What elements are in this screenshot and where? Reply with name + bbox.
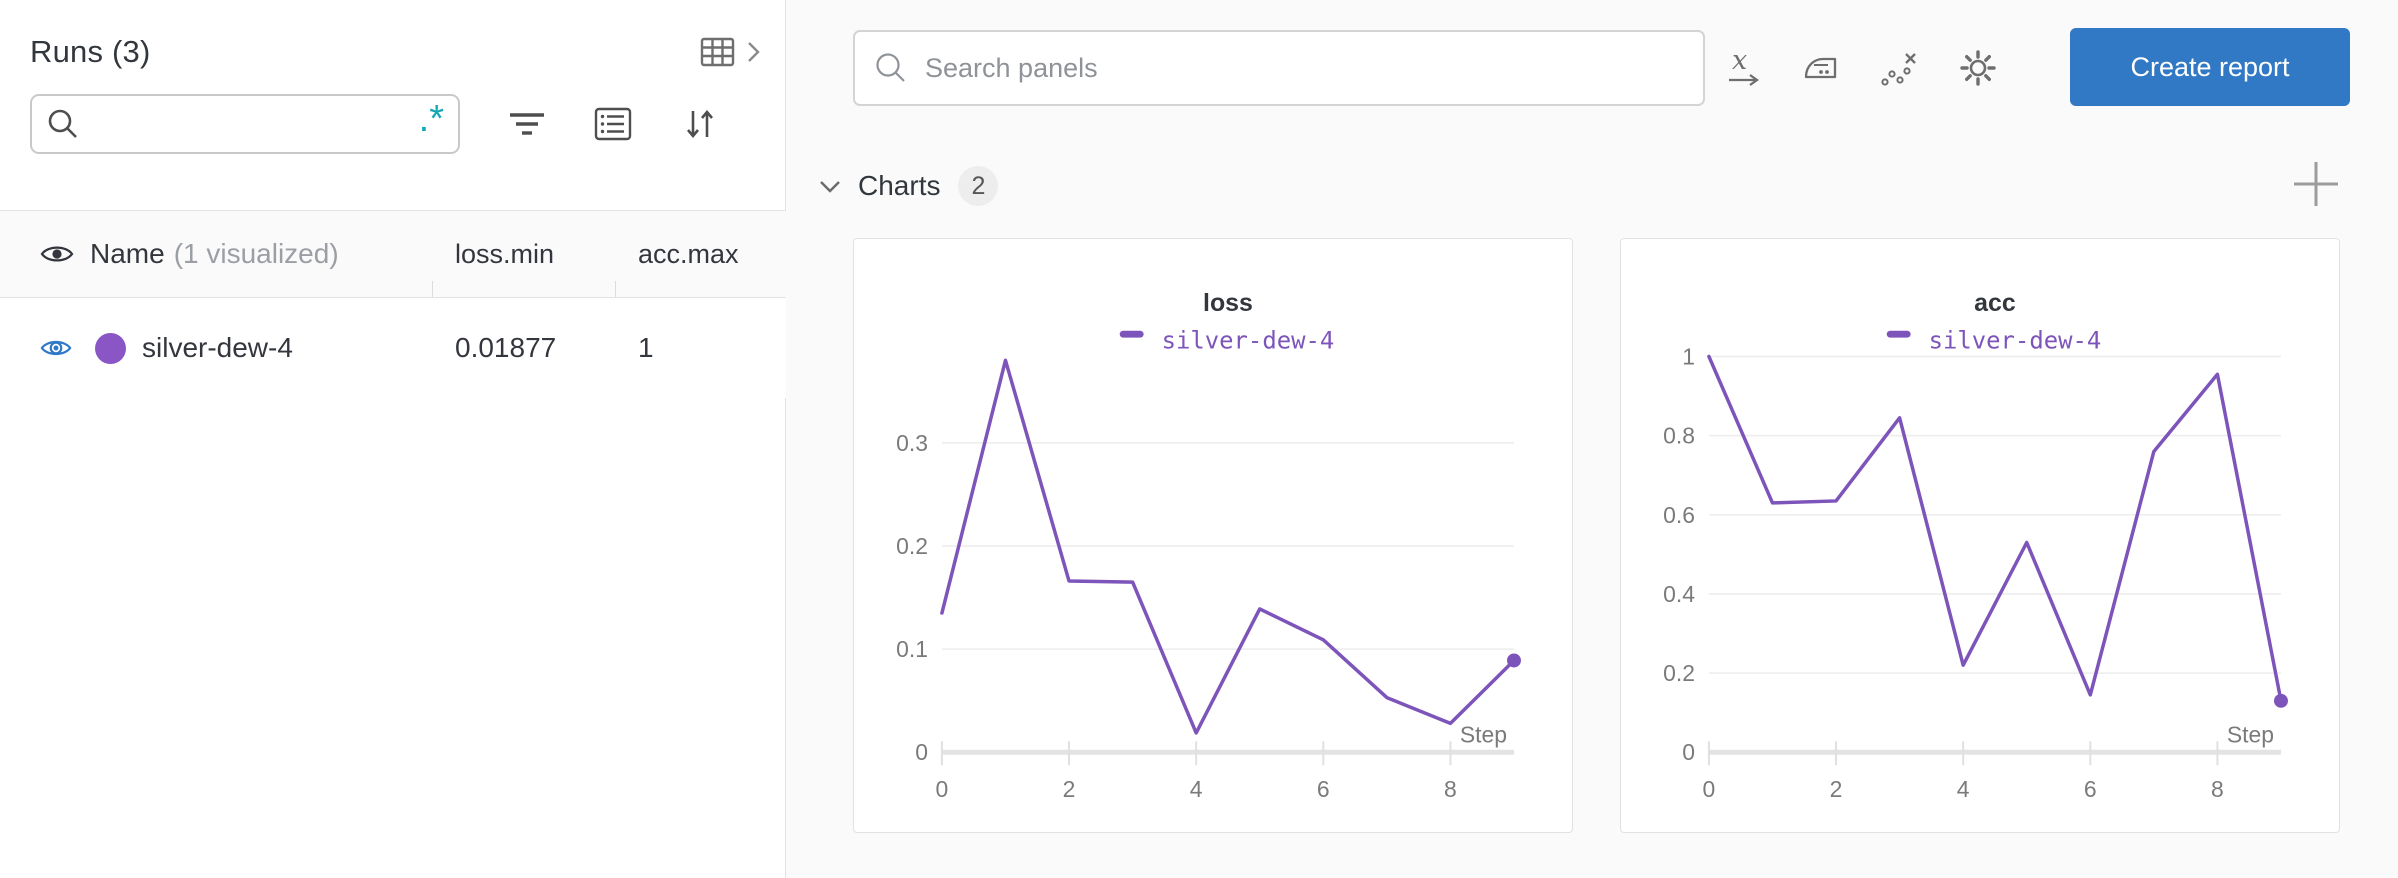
- settings-gear-icon[interactable]: [1956, 46, 2000, 90]
- column-divider: [615, 281, 616, 297]
- chart-canvas-loss: loss silver-dew-4 0 0.1 0.2 0.3 0 2 4 6 8 Step: [896, 289, 1521, 802]
- eye-visible-icon[interactable]: [40, 336, 72, 360]
- name-column-header[interactable]: Name: [90, 238, 165, 269]
- charts-section-label[interactable]: Charts: [858, 170, 941, 201]
- table-view-icon[interactable]: [699, 32, 743, 72]
- y-tick-label: 0.3: [896, 430, 928, 456]
- chevron-down-icon[interactable]: [818, 174, 842, 198]
- runs-table-header: Name (1 visualized) loss.min acc.max: [0, 210, 786, 298]
- legend-dash-icon: [1886, 330, 1911, 338]
- filter-icon[interactable]: [508, 107, 546, 141]
- chart-canvas-acc: acc silver-dew-4 0 0.2 0.4 0.6 0.8 1 0 2 4 6 8 Step: [1663, 289, 2288, 802]
- chart-title: loss: [1203, 289, 1253, 317]
- svg-text:x: x: [1732, 46, 1747, 76]
- x-tick-label: 6: [2084, 776, 2097, 802]
- runs-search-row: .*: [0, 72, 785, 154]
- series-end-marker: [1507, 653, 1521, 668]
- y-tick-label: 0: [915, 739, 928, 765]
- list-view-icon[interactable]: [594, 106, 632, 142]
- eye-icon[interactable]: [40, 242, 74, 266]
- runs-table-body: silver-dew-4 0.01877 1: [0, 298, 786, 398]
- runs-search-input[interactable]: [80, 107, 419, 141]
- regex-toggle-icon[interactable]: .*: [418, 98, 444, 140]
- search-icon: [876, 53, 905, 82]
- run-name[interactable]: silver-dew-4: [142, 332, 293, 363]
- run-acc-max-value: 1: [638, 332, 654, 363]
- x-tick-label: 4: [1957, 776, 1970, 802]
- x-tick-label: 8: [1444, 776, 1457, 802]
- y-tick-label: 0.2: [1663, 660, 1695, 686]
- acc-max-column-header[interactable]: acc.max: [638, 238, 739, 269]
- search-icon: [48, 109, 77, 138]
- runs-search-box[interactable]: .*: [30, 94, 460, 154]
- series-line[interactable]: [1707, 354, 2283, 703]
- legend-dash-icon: [1119, 330, 1144, 338]
- chart-title: acc: [1974, 289, 2016, 317]
- x-tick-label: 2: [1830, 776, 1843, 802]
- create-report-button[interactable]: Create report: [2070, 28, 2350, 106]
- panels-search-box[interactable]: [853, 30, 1705, 106]
- run-loss-min-value: 0.01877: [455, 332, 557, 363]
- y-tick-label: 0.1: [896, 636, 928, 662]
- y-tick-label: 0.4: [1663, 581, 1695, 607]
- legend-run-label[interactable]: silver-dew-4: [1162, 327, 1335, 355]
- charts-grid: loss silver-dew-4 0 0.1 0.2 0.3 0 2 4 6 8 Step acc si…: [853, 238, 2340, 833]
- y-tick-label: 1: [1682, 343, 1695, 369]
- x-tick-label: 2: [1063, 776, 1076, 802]
- legend-run-label[interactable]: silver-dew-4: [1929, 327, 2102, 355]
- y-tick-label: 0.8: [1663, 423, 1695, 449]
- x-axis-label: Step: [1460, 721, 1507, 747]
- charts-count-badge: 2: [958, 166, 999, 206]
- outliers-icon[interactable]: [1878, 46, 1920, 90]
- chart-panel-acc[interactable]: acc silver-dew-4 0 0.2 0.4 0.6 0.8 1 0 2 4 6 8 Step: [1620, 238, 2340, 833]
- y-tick-label: 0: [1682, 739, 1695, 765]
- add-panel-plus-icon[interactable]: [2292, 160, 2340, 208]
- series-end-marker: [2274, 693, 2288, 708]
- runs-sidebar: Runs (3) .*: [0, 0, 786, 878]
- x-tick-label: 0: [936, 776, 949, 802]
- smoothing-iron-icon[interactable]: [1800, 46, 1842, 90]
- runs-title: Runs (3): [30, 34, 151, 69]
- x-axis-label: Step: [2227, 721, 2274, 747]
- x-tick-label: 0: [1703, 776, 1716, 802]
- y-tick-label: 0.2: [896, 533, 928, 559]
- table-row[interactable]: silver-dew-4 0.01877 1: [0, 298, 786, 398]
- run-color-dot: [95, 332, 126, 364]
- series-line[interactable]: [940, 358, 1516, 735]
- panels-search-input[interactable]: [923, 51, 1685, 85]
- sort-icon[interactable]: [680, 106, 718, 142]
- visualized-annotation: (1 visualized): [173, 238, 339, 269]
- x-tick-label: 8: [2211, 776, 2224, 802]
- panel-settings-toolbar: x: [1722, 30, 2000, 106]
- column-divider: [432, 281, 433, 297]
- loss-min-column-header[interactable]: loss.min: [455, 238, 555, 269]
- x-tick-label: 6: [1317, 776, 1330, 802]
- chevron-right-icon[interactable]: [745, 32, 763, 72]
- chart-panel-loss[interactable]: loss silver-dew-4 0 0.1 0.2 0.3 0 2 4 6 8 Step: [853, 238, 1573, 833]
- x-tick-label: 4: [1190, 776, 1203, 802]
- y-tick-label: 0.6: [1663, 502, 1695, 528]
- x-axis-icon[interactable]: x: [1722, 46, 1764, 90]
- sidebar-header: Runs (3): [0, 0, 785, 72]
- charts-section-header: Charts 2: [818, 166, 999, 206]
